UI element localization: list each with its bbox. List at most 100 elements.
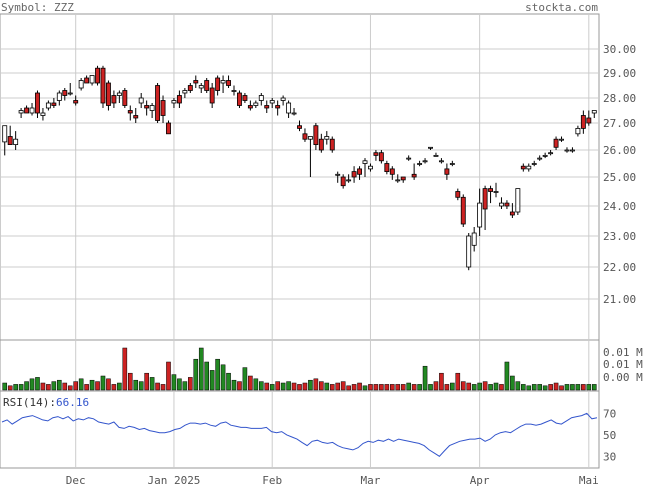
candle-body (553, 138, 559, 148)
candle-body (280, 97, 286, 101)
volume-axis: 0.01 M0.01 M0.00 M (603, 346, 643, 384)
candle-body (509, 211, 515, 216)
candle-body (307, 136, 313, 140)
volume-bar (226, 372, 231, 391)
price-tick-label: 25.00 (603, 171, 636, 184)
candle-body (575, 127, 581, 135)
candle-body (127, 110, 133, 114)
volume-bar (444, 384, 450, 391)
candle-body (242, 95, 248, 101)
volume-bar (531, 384, 537, 391)
volume-bar (291, 382, 297, 391)
candle-body (62, 90, 68, 96)
volume-bar (29, 378, 35, 391)
candle-body (231, 90, 237, 92)
price-tick-label: 23.00 (603, 230, 636, 243)
price-axis: 30.00 29.00 28.00 27.00 26.00 25.00 24.00 23.00… (603, 43, 636, 306)
candle-body (368, 165, 373, 170)
volume-bar (209, 370, 215, 391)
candle-body (40, 112, 46, 116)
volume-bar (450, 382, 455, 391)
candle-body (504, 202, 510, 207)
candle-body (313, 125, 319, 145)
volume-bar (51, 381, 57, 391)
volume-bar (379, 384, 384, 391)
volume-bar (591, 384, 597, 391)
candle-body (56, 92, 62, 101)
volume-bar (2, 382, 8, 391)
candle-body (411, 173, 417, 178)
candle-body (384, 163, 390, 173)
volume-bar (89, 379, 95, 391)
price-tick-label: 22.00 (603, 261, 636, 274)
candle-body (286, 102, 292, 114)
volume-bar (460, 381, 466, 391)
volume-bar (351, 384, 357, 391)
candle-body (466, 235, 472, 268)
volume-bar (564, 384, 570, 391)
rsi-label: RSI(14):66.16 (3, 396, 89, 409)
candle-body (569, 149, 575, 152)
volume-bar (324, 382, 330, 391)
candle-body (455, 191, 461, 198)
volume-bar (417, 384, 422, 391)
candle-body (318, 138, 324, 151)
candle-body (122, 90, 128, 106)
candle-body (406, 157, 412, 160)
candle-body (116, 92, 122, 96)
x-tick-label: Mai (579, 474, 599, 486)
volume-bar (73, 381, 78, 391)
candle-body (13, 138, 19, 145)
candle-body (460, 196, 466, 225)
candle-body (357, 168, 362, 175)
volume-bar (62, 382, 68, 391)
volume-bar (390, 384, 395, 391)
volume-bar (7, 385, 13, 391)
candle-body (45, 102, 51, 109)
volume-bar (286, 381, 291, 391)
candle-body (133, 115, 139, 119)
volume-bar (231, 379, 237, 391)
rsi-label-prefix: RSI(14): (3, 396, 56, 409)
x-tick-label: Jan 2025 (147, 474, 200, 486)
volume-bar (400, 384, 406, 391)
candle-body (264, 105, 270, 109)
candle-body (324, 136, 330, 140)
volume-bar (177, 378, 182, 391)
candle-body (499, 202, 504, 207)
candle-body (7, 136, 13, 146)
candle-body (291, 112, 297, 115)
rsi-tick-label: 70 (603, 407, 616, 420)
candle-body (297, 125, 302, 129)
price-tick-label: 30.00 (603, 43, 636, 56)
volume-bar (215, 358, 220, 391)
candle-body (2, 125, 8, 143)
volume-bar (253, 378, 259, 391)
volume-bar (275, 381, 280, 391)
volume-bar (204, 361, 209, 391)
candle-body (51, 102, 57, 106)
rsi-line (1, 412, 598, 457)
price-tick-label: 29.00 (603, 67, 636, 80)
volume-panel (0, 339, 600, 392)
volume-bar (433, 381, 439, 391)
volume-bar (368, 384, 373, 391)
site-label: stockta.com (525, 1, 598, 14)
candle-body (422, 160, 428, 163)
volume-bar (297, 384, 302, 391)
candle-body (275, 105, 281, 109)
candle-body (84, 77, 90, 84)
volume-bar (340, 381, 346, 391)
volume-bar (384, 384, 390, 391)
price-tick-label: 21.00 (603, 293, 636, 306)
candle-body (198, 85, 204, 89)
volume-bar (198, 347, 204, 391)
candle-body (449, 163, 455, 165)
candle-body (215, 77, 221, 91)
candle-body (78, 80, 84, 89)
candle-body (548, 152, 554, 155)
volume-tick-label: 0.00 M (603, 371, 643, 384)
volume-bar (67, 385, 73, 391)
volume-bar (329, 384, 335, 391)
candle-body (351, 171, 357, 178)
